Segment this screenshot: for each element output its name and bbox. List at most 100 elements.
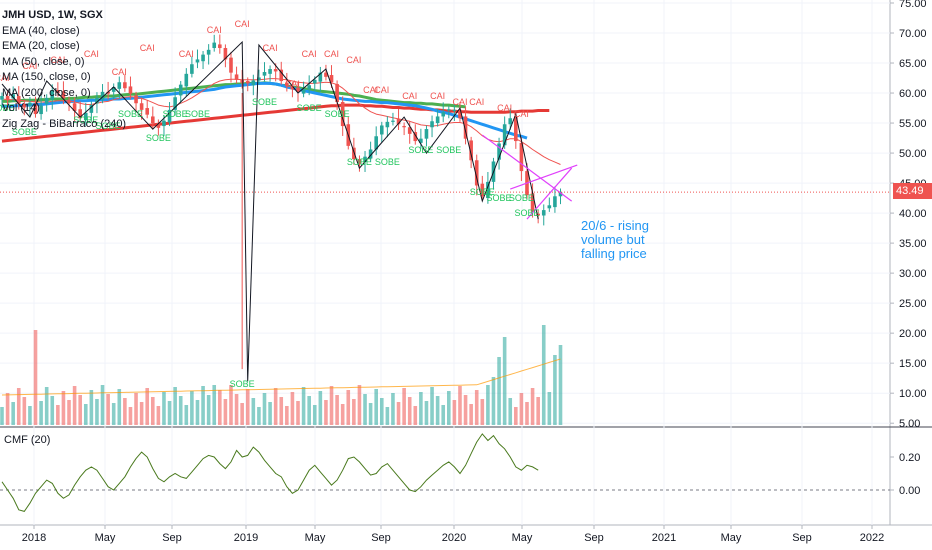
legend-volume[interactable]: Vol (14) xyxy=(2,102,40,114)
volume-bar xyxy=(435,396,440,425)
volume-bar xyxy=(89,390,94,425)
candle-body xyxy=(0,96,4,100)
sobe-signal-label: SOBE xyxy=(73,115,98,125)
candle-body xyxy=(296,87,300,92)
time-tick-label: 2021 xyxy=(652,532,676,544)
candle-body xyxy=(508,118,513,125)
candle-body xyxy=(167,109,172,123)
candle-body xyxy=(363,156,367,163)
volume-bar xyxy=(240,403,244,425)
candle-body xyxy=(519,142,524,172)
volume-bar xyxy=(508,398,513,425)
volume-bar xyxy=(469,404,473,425)
price-tick-label: 15.00 xyxy=(899,358,927,370)
legend-ma150[interactable]: MA (150, close, 0) xyxy=(2,71,91,83)
volume-bar xyxy=(184,405,189,425)
candle-body xyxy=(312,79,317,84)
legend-ema20[interactable]: EMA (20, close) xyxy=(2,40,80,52)
volume-bar xyxy=(318,391,323,425)
candle-body xyxy=(530,193,535,212)
volume-bar xyxy=(251,398,256,425)
candle-body xyxy=(117,82,122,89)
volume-bar xyxy=(346,390,351,425)
candle-body xyxy=(301,89,306,94)
volume-bar xyxy=(312,405,317,425)
volume-bar xyxy=(95,399,99,425)
legend-ma200[interactable]: MA (200, close, 0) xyxy=(2,86,91,99)
sobe-signal-label: SOBE xyxy=(408,145,433,155)
volume-bar xyxy=(447,391,451,425)
legend-zigzag[interactable]: Zig Zag - BiBarraco (240) xyxy=(2,117,127,130)
volume-bar xyxy=(324,400,328,425)
legend-ma50[interactable]: MA (50, close, 0) xyxy=(2,55,85,68)
symbol-title: JMH USD, 1W, SGX xyxy=(2,9,103,21)
price-tick-label: 65.00 xyxy=(899,58,927,70)
candle-body xyxy=(173,97,177,110)
time-tick-label: Sep xyxy=(371,532,391,544)
time-tick-label: May xyxy=(512,532,533,544)
sobe-signal-label: SOBE xyxy=(163,109,188,119)
volume-bar xyxy=(218,390,222,425)
wedge-apex-line xyxy=(526,167,573,220)
cai-signal-label: CAI xyxy=(0,73,10,83)
candle-body xyxy=(128,86,133,94)
candle-body xyxy=(430,121,434,128)
volume-bar xyxy=(245,389,250,425)
volume-bar xyxy=(223,399,228,425)
candle-body xyxy=(56,90,60,94)
annotation-line-2: volume but xyxy=(581,232,645,247)
candle-body xyxy=(95,97,99,104)
volume-bar xyxy=(162,392,166,425)
wedge-lower-line xyxy=(510,164,578,190)
cai-signal-label: CAI xyxy=(514,109,529,119)
sobe-signal-label: SOBE xyxy=(325,109,350,119)
candle-body xyxy=(396,118,401,125)
volume-bar xyxy=(452,400,457,425)
volume-bar xyxy=(413,406,418,425)
volume-bar xyxy=(123,398,127,425)
volume-bar xyxy=(391,393,395,425)
volume-bar xyxy=(301,387,306,425)
candle-body xyxy=(134,95,138,104)
volume-bar xyxy=(474,390,479,425)
volume-bar xyxy=(134,393,138,425)
volume-bar xyxy=(285,406,289,425)
volume-bar xyxy=(491,377,496,425)
volume-bar xyxy=(296,401,300,425)
candle-body xyxy=(201,54,205,62)
volume-bar xyxy=(212,385,217,425)
sobe-signal-label: SOBE xyxy=(12,127,37,137)
volume-bar xyxy=(480,399,485,425)
price-tick-label: 75.00 xyxy=(899,0,927,10)
candle-body xyxy=(156,123,161,128)
sobe-signal-label: SOBE xyxy=(297,103,322,113)
candle-body xyxy=(547,205,552,209)
time-tick-label: 2019 xyxy=(234,532,258,544)
candle-body xyxy=(44,97,49,104)
volume-bar xyxy=(536,397,540,425)
volume-bar xyxy=(83,404,88,425)
last-price-tag: 43.49 xyxy=(893,183,932,199)
cai-signal-label: CAI xyxy=(430,91,445,101)
volume-bar xyxy=(547,392,552,425)
price-tick-label: 60.00 xyxy=(899,88,927,100)
volume-bar xyxy=(419,392,423,425)
candle-body xyxy=(223,48,228,60)
sobe-signal-label: SOBE xyxy=(514,208,539,218)
candle-body xyxy=(480,183,485,197)
legend-ema40[interactable]: EMA (40, close) xyxy=(2,24,80,37)
candle-body xyxy=(379,125,384,135)
cmf-legend[interactable]: CMF (20) xyxy=(4,434,51,446)
volume-bar xyxy=(190,391,194,425)
candle-body xyxy=(5,96,10,101)
candle-body xyxy=(419,138,423,143)
cai-signal-label: CAI xyxy=(112,67,127,77)
price-tick-label: 50.00 xyxy=(899,148,927,160)
candle-body xyxy=(262,72,267,76)
sobe-signal-label: SOBE xyxy=(0,103,15,113)
candle-body xyxy=(11,94,15,99)
volume-bar xyxy=(178,396,183,425)
cai-signal-label: CAI xyxy=(207,25,222,35)
candle-body xyxy=(285,82,289,86)
